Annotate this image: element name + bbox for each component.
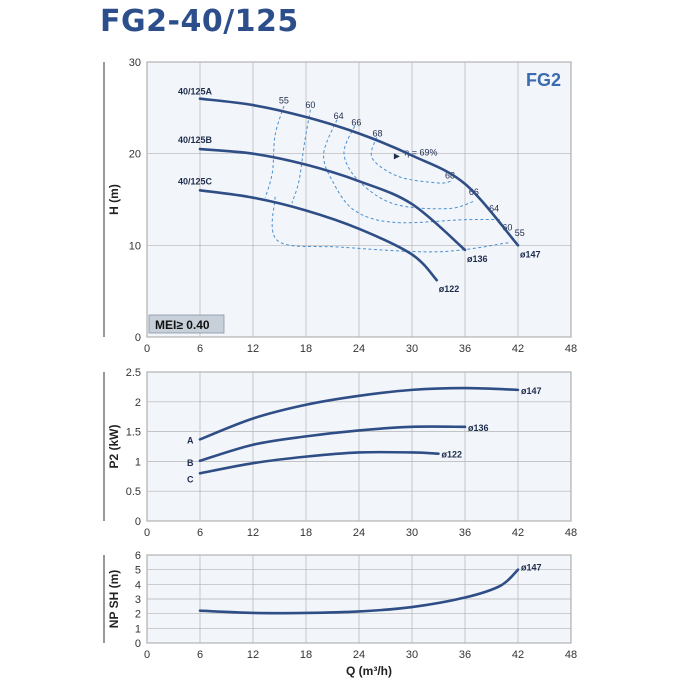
- power-x-tick-label: 18: [300, 527, 312, 539]
- head-efficiency-label: 68: [373, 128, 383, 138]
- power-series-name: B: [187, 458, 194, 468]
- head-efficiency-label: 55: [279, 95, 289, 105]
- power-series-end-label: ø147: [521, 386, 542, 396]
- head-series-name: 40/125B: [178, 135, 213, 145]
- power-y-tick-label: 1.5: [126, 427, 141, 439]
- npsh-y-tick-label: 3: [135, 594, 141, 606]
- head-series-name: 40/125A: [178, 87, 213, 97]
- npsh-series-end-label: ø147: [521, 563, 542, 573]
- head-series-end-label: ø122: [439, 284, 460, 294]
- power-series-end-label: ø136: [468, 423, 489, 433]
- power-series-line: [198, 386, 520, 441]
- npsh-y-axis-label: NP SH (m): [107, 570, 121, 628]
- head-mei-box: [148, 314, 225, 334]
- power-x-tick-label: 48: [565, 527, 577, 539]
- power-series-name: A: [187, 435, 194, 445]
- power-x-tick-label: 12: [247, 527, 259, 539]
- npsh-x-tick-label: 48: [565, 649, 577, 661]
- power-x-tick-label: 0: [144, 527, 150, 539]
- head-x-tick-label: 48: [565, 343, 577, 355]
- power-y-tick-label: 2.5: [126, 367, 141, 379]
- head-x-tick-label: 0: [144, 343, 150, 355]
- head-y-tick-label: 10: [129, 240, 141, 252]
- npsh-x-tick-label: 36: [459, 649, 471, 661]
- head-efficiency-label: 60: [305, 100, 315, 110]
- npsh-x-axis-label: Q (m³/h): [346, 664, 392, 678]
- npsh-y-tick-label: 4: [135, 579, 141, 591]
- head-series-name: 40/125C: [178, 176, 213, 186]
- npsh-y-tick-label: 6: [135, 550, 141, 562]
- power-x-tick-label: 6: [197, 527, 203, 539]
- head-efficiency-label: 60: [502, 223, 512, 233]
- head-efficiency-curve: [370, 137, 451, 184]
- head-series-line: [198, 147, 467, 252]
- power-x-tick-label: 36: [459, 527, 471, 539]
- head-efficiency-label: 64: [489, 203, 499, 213]
- head-x-tick-label: 6: [197, 343, 203, 355]
- npsh-x-tick-label: 42: [512, 649, 524, 661]
- head-efficiency-label: 66: [351, 117, 361, 127]
- head-series-end-label: ø147: [520, 249, 541, 259]
- head-x-tick-label: 24: [353, 343, 365, 355]
- head-x-tick-label: 30: [406, 343, 418, 355]
- power-y-tick-label: 0.5: [126, 486, 141, 498]
- npsh-y-tick-label: 1: [135, 623, 141, 635]
- head-efficiency-label: 55: [515, 228, 525, 238]
- head-efficiency-curve: [343, 125, 474, 210]
- head-x-tick-label: 42: [512, 343, 524, 355]
- eta-arrow-icon: [393, 153, 400, 160]
- head-series-end-label: ø136: [467, 254, 488, 264]
- head-efficiency-label: 68: [445, 170, 455, 180]
- power-x-tick-label: 30: [406, 527, 418, 539]
- power-chart: 0 6 12 18 24 30 36 42 48 0 0.5 1 1.5 2 2.5 P2 (kW) Aø147…: [103, 367, 577, 539]
- head-y-tick-label: 30: [129, 57, 141, 69]
- head-series-line: [198, 189, 439, 282]
- head-series-badge: FG2: [526, 70, 561, 90]
- head-efficiency-curve: [323, 119, 501, 224]
- power-y-axis-label: P2 (kW): [107, 424, 121, 468]
- power-y-tick-label: 2: [135, 397, 141, 409]
- head-efficiency-curve: [264, 105, 285, 198]
- power-series-name: C: [187, 474, 194, 484]
- npsh-x-tick-label: 18: [300, 649, 312, 661]
- power-series-line: [198, 450, 440, 475]
- power-series-end-label: ø122: [442, 450, 463, 460]
- npsh-x-tick-label: 30: [406, 649, 418, 661]
- npsh-x-tick-label: 0: [144, 649, 150, 661]
- power-y-tick-label: 0: [135, 516, 141, 528]
- head-x-tick-label: 36: [459, 343, 471, 355]
- head-series-line: [198, 97, 520, 247]
- head-y-tick-label: 20: [129, 149, 141, 161]
- head-y-axis-label: H (m): [107, 184, 121, 215]
- power-y-tick-label: 1: [135, 456, 141, 468]
- npsh-series-line: [198, 568, 520, 615]
- page-title: FG2-40/125: [100, 4, 299, 39]
- head-efficiency-label: 64: [334, 111, 344, 121]
- power-x-tick-label: 42: [512, 527, 524, 539]
- head-mei-label: MEI≥ 0.40: [155, 318, 210, 332]
- head-x-tick-label: 12: [247, 343, 259, 355]
- npsh-y-tick-label: 5: [135, 565, 141, 577]
- npsh-x-tick-label: 24: [353, 649, 365, 661]
- power-series-line: [198, 425, 467, 463]
- head-x-tick-label: 18: [300, 343, 312, 355]
- head-y-tick-label: 0: [135, 332, 141, 344]
- power-x-tick-label: 24: [353, 527, 365, 539]
- npsh-y-tick-label: 2: [135, 609, 141, 621]
- head-efficiency-label: η = 69%: [404, 148, 437, 158]
- npsh-x-tick-label: 12: [247, 649, 259, 661]
- npsh-y-tick-label: 0: [135, 638, 141, 650]
- npsh-x-tick-label: 6: [197, 649, 203, 661]
